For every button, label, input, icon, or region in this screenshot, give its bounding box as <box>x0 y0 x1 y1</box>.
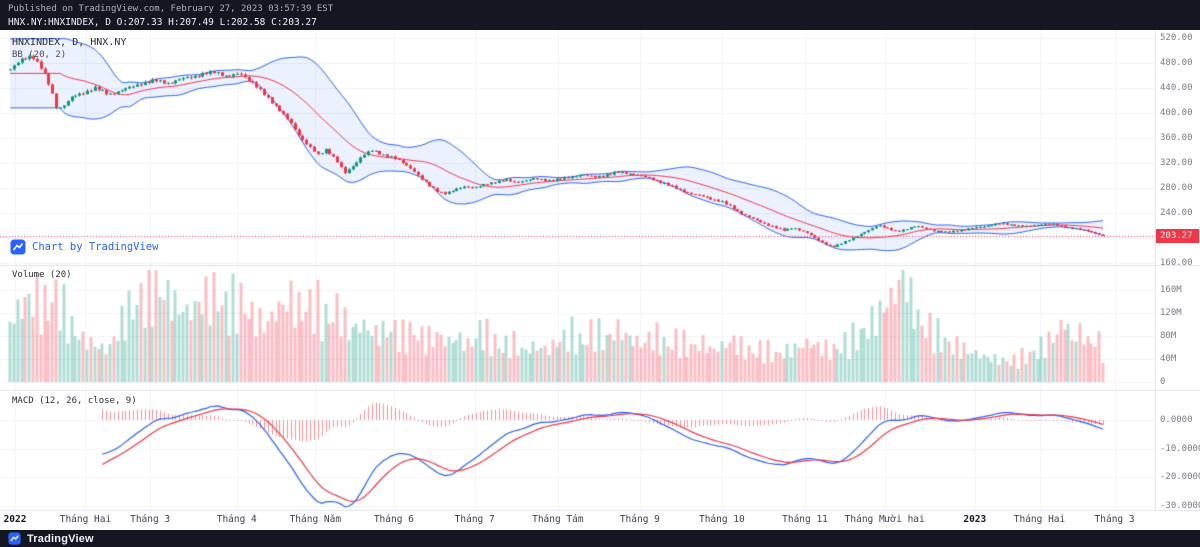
bb-indicator-legend[interactable]: BB (20, 2) <box>12 50 67 60</box>
symbol-ohlc-line: HNX.NY:HNXINDEX, D O:207.33 H:207.49 L:2… <box>8 17 317 28</box>
tradingview-logo-icon <box>10 239 26 255</box>
price-scale-label: 360.00 <box>1160 133 1193 143</box>
watermark-label: Chart by TradingView <box>32 241 159 253</box>
volume-scale-label: 40M <box>1160 354 1177 364</box>
price-scale-label: 520.00 <box>1160 33 1193 43</box>
time-axis-label: Tháng 3 <box>1094 514 1135 525</box>
time-axis-label: Tháng 4 <box>216 514 257 525</box>
tradingview-watermark-link[interactable]: Chart by TradingView <box>10 239 158 255</box>
macd-scale-label: -20.0000 <box>1160 472 1200 482</box>
main-chart-canvas[interactable] <box>0 30 1200 530</box>
price-scale-label: 440.00 <box>1160 83 1193 93</box>
volume-scale-label: 120M <box>1160 308 1182 318</box>
price-scale-label: 240.00 <box>1160 208 1193 218</box>
time-axis-label: Tháng Mười hai <box>844 514 925 525</box>
time-axis-label: Tháng 3 <box>130 514 171 525</box>
volume-scale-label: 80M <box>1160 331 1177 341</box>
volume-scale-label: 160M <box>1160 285 1182 295</box>
last-price-label: 203.27 <box>1156 228 1199 243</box>
price-scale-label: 320.00 <box>1160 158 1193 168</box>
time-axis-label: Tháng Tám <box>532 514 584 525</box>
published-line: Published on TradingView.com, February 2… <box>8 4 334 14</box>
price-scale-label: 480.00 <box>1160 58 1193 68</box>
macd-scale-label: 0.0000 <box>1160 415 1193 425</box>
time-axis-label: Tháng 9 <box>619 514 660 525</box>
tradingview-brand-label[interactable]: TradingView <box>27 532 94 545</box>
price-scale-label: 400.00 <box>1160 108 1193 118</box>
price-scale-label: 160.00 <box>1160 258 1193 268</box>
time-axis-label: Tháng Hai <box>59 514 112 525</box>
time-axis-label: Tháng 11 <box>782 514 828 525</box>
symbol-legend[interactable]: HNXINDEX, D, HNX.NY <box>12 37 127 48</box>
volume-indicator-legend[interactable]: Volume (20) <box>12 270 72 280</box>
time-axis-label: Tháng 10 <box>698 514 745 525</box>
price-axis[interactable]: 520.00 480.00 440.00 400.00 360.00 320.00 280.… <box>1156 30 1200 511</box>
footer-bar: TradingView <box>0 530 1200 547</box>
time-axis-label: Tháng Hai <box>1013 514 1066 525</box>
macd-scale-label: -30.0000 <box>1160 500 1200 511</box>
tradingview-logo-icon[interactable] <box>8 532 21 545</box>
macd-indicator-legend[interactable]: MACD (12, 26, close, 9) <box>12 396 137 406</box>
volume-scale-label: 0 <box>1160 377 1166 387</box>
header-bar: Published on TradingView.com, February 2… <box>0 0 1200 30</box>
time-axis-label: 2023 <box>963 514 987 525</box>
time-axis-label: Tháng 7 <box>454 514 495 525</box>
time-axis-label: Tháng 6 <box>373 514 414 525</box>
chart-area: HNXINDEX, D, HNX.NY BB (20, 2) Volume (2… <box>0 30 1200 530</box>
time-axis-label: 2022 <box>3 514 27 525</box>
time-axis[interactable]: 2022 Tháng Hai Tháng 3 Tháng 4 Tháng Năm Thán… <box>0 510 1155 530</box>
macd-scale-label: -10.0000 <box>1160 443 1200 454</box>
time-axis-label: Tháng Năm <box>289 514 342 525</box>
price-scale-label: 280.00 <box>1160 183 1193 193</box>
